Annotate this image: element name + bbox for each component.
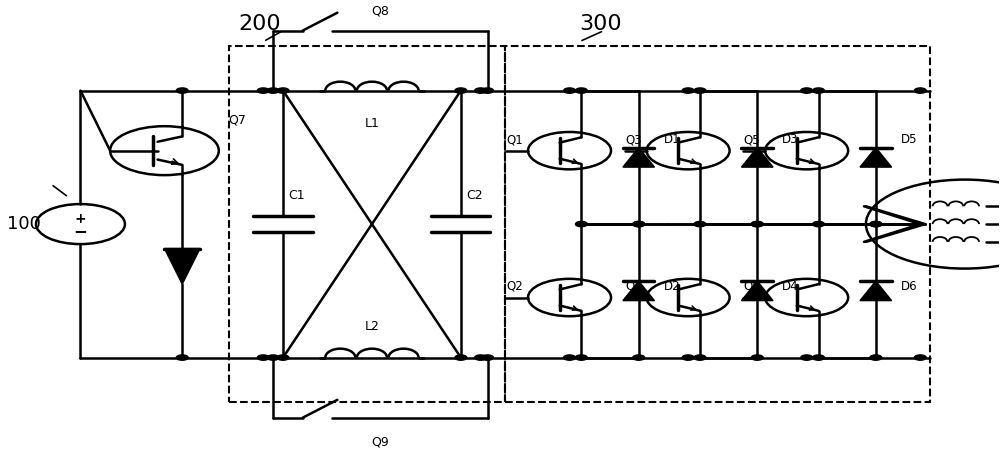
Text: D4: D4 bbox=[782, 280, 799, 293]
Circle shape bbox=[870, 221, 882, 227]
Text: Q2: Q2 bbox=[506, 280, 523, 293]
Circle shape bbox=[694, 221, 706, 227]
Circle shape bbox=[813, 221, 824, 227]
Circle shape bbox=[751, 355, 763, 360]
Polygon shape bbox=[623, 148, 654, 167]
Text: Q6: Q6 bbox=[743, 280, 760, 293]
Text: L1: L1 bbox=[364, 118, 379, 131]
Circle shape bbox=[475, 88, 487, 93]
Circle shape bbox=[267, 88, 279, 93]
Bar bbox=[505, 46, 930, 402]
Circle shape bbox=[813, 88, 824, 93]
Circle shape bbox=[870, 221, 882, 227]
Circle shape bbox=[682, 355, 694, 360]
Polygon shape bbox=[860, 281, 892, 301]
Text: L2: L2 bbox=[364, 320, 379, 333]
Text: 200: 200 bbox=[239, 14, 281, 34]
Circle shape bbox=[751, 221, 763, 227]
Polygon shape bbox=[164, 249, 200, 284]
Text: D6: D6 bbox=[901, 280, 917, 293]
Circle shape bbox=[277, 88, 289, 93]
Circle shape bbox=[257, 355, 269, 360]
Circle shape bbox=[257, 88, 269, 93]
Text: D1: D1 bbox=[663, 133, 680, 146]
Circle shape bbox=[914, 88, 926, 93]
Circle shape bbox=[176, 355, 188, 360]
Text: Q1: Q1 bbox=[506, 133, 523, 146]
Circle shape bbox=[455, 355, 467, 360]
Polygon shape bbox=[741, 281, 773, 301]
Circle shape bbox=[482, 355, 493, 360]
Circle shape bbox=[267, 355, 279, 360]
Polygon shape bbox=[623, 281, 654, 301]
Text: 300: 300 bbox=[579, 14, 622, 34]
Circle shape bbox=[277, 355, 289, 360]
Circle shape bbox=[455, 88, 467, 93]
Circle shape bbox=[801, 355, 813, 360]
Circle shape bbox=[575, 221, 587, 227]
Circle shape bbox=[694, 355, 706, 360]
Circle shape bbox=[813, 355, 824, 360]
Polygon shape bbox=[741, 148, 773, 167]
Text: −: − bbox=[74, 222, 87, 240]
Text: Q8: Q8 bbox=[371, 4, 389, 17]
Text: D3: D3 bbox=[782, 133, 798, 146]
Text: C2: C2 bbox=[466, 189, 482, 202]
Circle shape bbox=[482, 88, 493, 93]
Circle shape bbox=[870, 355, 882, 360]
Circle shape bbox=[633, 221, 645, 227]
Text: D5: D5 bbox=[901, 133, 917, 146]
Text: Q7: Q7 bbox=[229, 113, 247, 126]
Text: 100: 100 bbox=[7, 215, 41, 233]
Circle shape bbox=[575, 355, 587, 360]
Bar bbox=[229, 46, 505, 402]
Circle shape bbox=[633, 221, 645, 227]
Circle shape bbox=[176, 88, 188, 93]
Circle shape bbox=[682, 88, 694, 93]
Circle shape bbox=[475, 355, 487, 360]
Circle shape bbox=[633, 355, 645, 360]
Text: Q5: Q5 bbox=[744, 133, 760, 146]
Text: Q4: Q4 bbox=[625, 280, 642, 293]
Circle shape bbox=[564, 88, 575, 93]
Text: C1: C1 bbox=[288, 189, 305, 202]
Circle shape bbox=[575, 88, 587, 93]
Circle shape bbox=[751, 221, 763, 227]
Text: Q9: Q9 bbox=[371, 436, 389, 449]
Circle shape bbox=[914, 355, 926, 360]
Text: +: + bbox=[75, 212, 86, 226]
Circle shape bbox=[801, 88, 813, 93]
Circle shape bbox=[564, 355, 575, 360]
Text: Q3: Q3 bbox=[625, 133, 642, 146]
Circle shape bbox=[694, 88, 706, 93]
Text: D2: D2 bbox=[663, 280, 680, 293]
Polygon shape bbox=[860, 148, 892, 167]
